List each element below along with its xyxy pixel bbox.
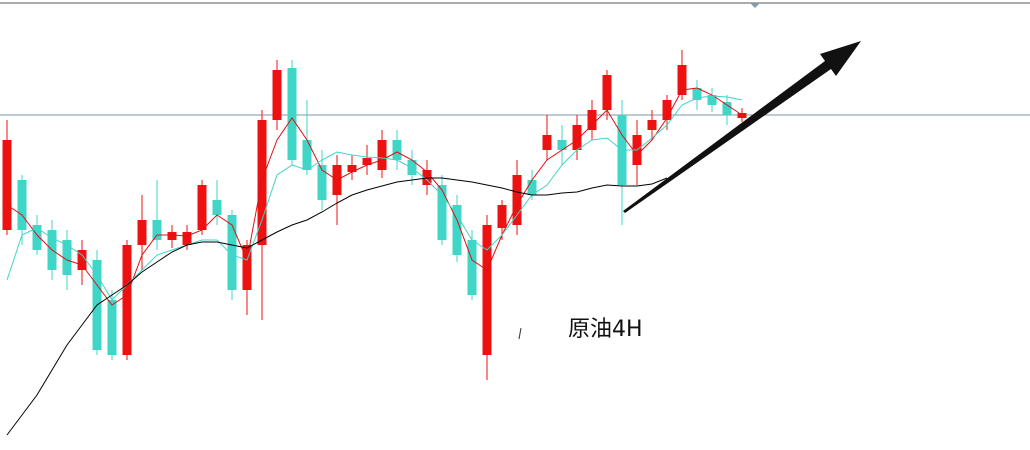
candle-body [482, 225, 492, 355]
candle-body [662, 100, 672, 120]
candle-body [107, 300, 117, 355]
candle-body [602, 75, 612, 110]
candle-body [17, 180, 27, 230]
candle-body [512, 175, 522, 225]
candle-body [302, 140, 312, 170]
candle-body [287, 68, 297, 160]
candle-body [242, 245, 252, 290]
candle-body [32, 225, 42, 250]
candle-body [182, 232, 192, 245]
ma-line [6, 177, 668, 436]
candle-body [347, 165, 357, 172]
candle-body [137, 220, 147, 245]
ma-line [6, 87, 743, 306]
candle-body [167, 232, 177, 240]
candle-body [227, 215, 237, 290]
candle-body [212, 200, 222, 215]
candle-body [2, 140, 12, 230]
candle-body [692, 88, 702, 100]
candle-body [152, 220, 162, 240]
candle-body [497, 205, 507, 228]
candle-body [527, 180, 537, 195]
candle-body [557, 140, 567, 150]
candle-body [392, 140, 402, 160]
candle-body [377, 140, 387, 170]
candle-body [197, 185, 207, 230]
candle-body [542, 135, 552, 150]
tick [518, 327, 522, 340]
candle-body [317, 165, 327, 200]
marker [750, 3, 760, 8]
candle-body [722, 102, 732, 115]
candle-body [572, 125, 582, 150]
candle-body [467, 240, 477, 295]
candle-body [647, 120, 657, 130]
candle-body [737, 113, 747, 118]
candle-body [62, 240, 72, 275]
candle-body [587, 110, 597, 130]
candle-body [707, 95, 717, 105]
candle-body [122, 245, 132, 355]
candle-body [77, 250, 87, 270]
plot-area [0, 50, 1030, 436]
candle-body [437, 185, 447, 240]
candle-body [677, 65, 687, 95]
trend-arrow [623, 41, 861, 213]
candle-body [272, 70, 282, 120]
annotation: 原油4H [568, 317, 643, 342]
candle-body [362, 158, 372, 165]
candle-body [452, 205, 462, 255]
